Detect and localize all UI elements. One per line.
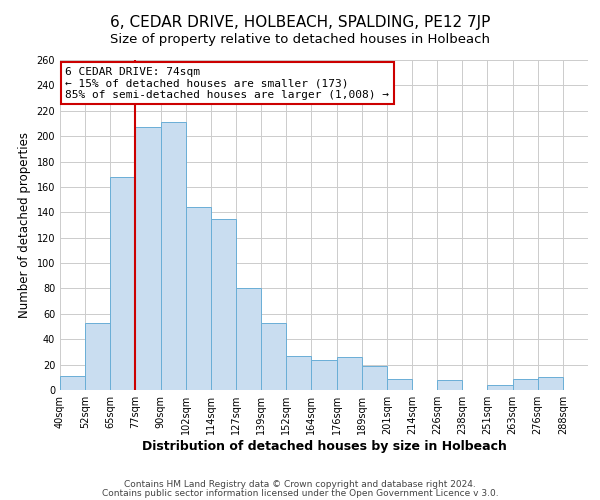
Bar <box>512 378 538 390</box>
Bar <box>261 322 286 390</box>
Bar <box>136 128 161 390</box>
Text: Contains HM Land Registry data © Crown copyright and database right 2024.: Contains HM Land Registry data © Crown c… <box>124 480 476 489</box>
Y-axis label: Number of detached properties: Number of detached properties <box>18 132 31 318</box>
Bar <box>362 366 387 390</box>
Bar <box>186 207 211 390</box>
Bar <box>60 376 85 390</box>
Bar <box>387 378 412 390</box>
Bar <box>286 356 311 390</box>
Bar <box>437 380 462 390</box>
Text: Size of property relative to detached houses in Holbeach: Size of property relative to detached ho… <box>110 32 490 46</box>
Text: Contains public sector information licensed under the Open Government Licence v : Contains public sector information licen… <box>101 488 499 498</box>
Bar <box>161 122 186 390</box>
Text: 6 CEDAR DRIVE: 74sqm
← 15% of detached houses are smaller (173)
85% of semi-deta: 6 CEDAR DRIVE: 74sqm ← 15% of detached h… <box>65 66 389 100</box>
Bar <box>211 218 236 390</box>
Text: 6, CEDAR DRIVE, HOLBEACH, SPALDING, PE12 7JP: 6, CEDAR DRIVE, HOLBEACH, SPALDING, PE12… <box>110 15 490 30</box>
Bar <box>487 385 512 390</box>
Bar <box>311 360 337 390</box>
Bar <box>538 378 563 390</box>
Bar <box>337 357 362 390</box>
Bar <box>236 288 261 390</box>
Bar <box>110 177 136 390</box>
X-axis label: Distribution of detached houses by size in Holbeach: Distribution of detached houses by size … <box>142 440 506 453</box>
Bar <box>85 322 110 390</box>
